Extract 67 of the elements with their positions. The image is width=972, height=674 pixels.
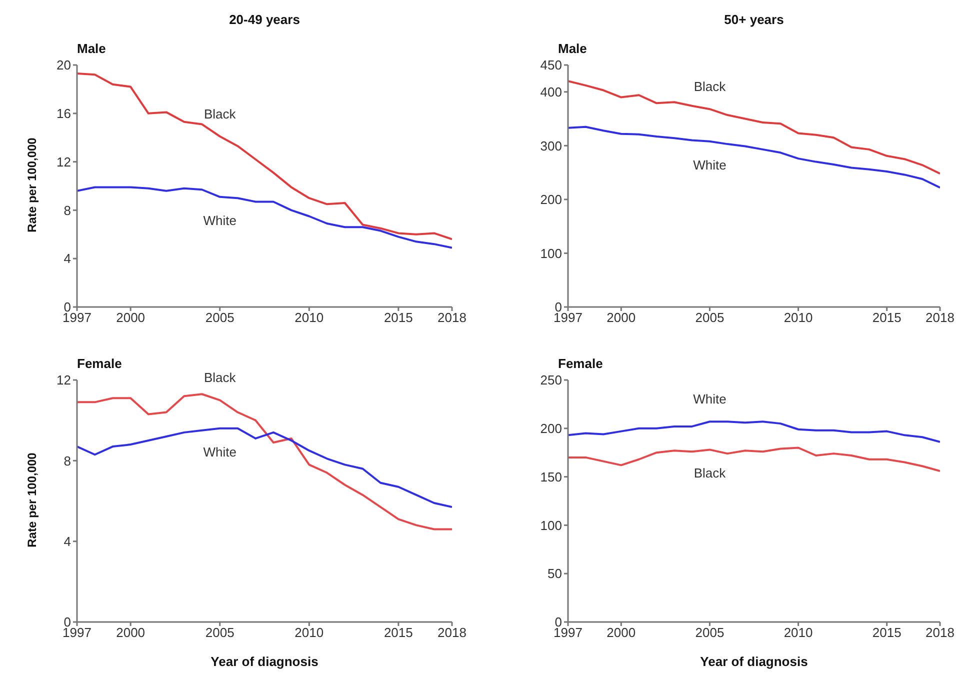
series-label: Black <box>694 466 726 481</box>
x-tick-label: 2015 <box>872 625 902 640</box>
x-tick-label: 2000 <box>116 310 146 326</box>
y-tick-label: 4 <box>64 251 71 266</box>
y-tick-label: 12 <box>56 372 71 388</box>
x-tick-label: 2000 <box>116 625 146 640</box>
line-series <box>568 80 940 175</box>
line-series <box>77 393 452 530</box>
chart-subtitle: Male <box>558 41 587 56</box>
x-tick-label: 2015 <box>872 310 902 326</box>
line-series <box>77 72 452 240</box>
line-series <box>77 427 452 508</box>
x-tick-label: 2018 <box>438 310 466 326</box>
x-tick-label: 2000 <box>606 625 636 640</box>
y-tick-label: 100 <box>540 246 562 261</box>
y-tick-label: 150 <box>540 469 562 484</box>
x-tick-label: 2018 <box>926 310 954 326</box>
series-label: White <box>693 392 726 407</box>
y-tick-label: 16 <box>56 106 71 122</box>
x-tick-label: 2005 <box>695 625 724 640</box>
x-tick-label: 2010 <box>784 625 813 640</box>
x-tick-label: 1997 <box>62 625 92 640</box>
series-label: Black <box>204 106 236 122</box>
x-tick-label: 2018 <box>438 625 466 640</box>
series-label: Black <box>204 370 236 386</box>
y-tick-label: 200 <box>540 421 562 436</box>
x-tick-label: 2010 <box>784 310 813 326</box>
x-tick-label: 1997 <box>554 310 582 326</box>
x-tick-label: 2005 <box>205 625 234 640</box>
y-axis-title: Rate per 100,000 <box>25 138 39 232</box>
y-tick-label: 450 <box>540 58 562 73</box>
chart-title: 50+ years <box>723 12 785 27</box>
x-tick-label: 2005 <box>205 310 234 326</box>
x-tick-label: 2018 <box>926 625 954 640</box>
chart-subtitle: Male <box>77 41 106 56</box>
y-tick-label: 4 <box>64 534 71 549</box>
x-tick-label: 2005 <box>695 310 724 326</box>
chart-subtitle: Female <box>558 356 603 371</box>
x-axis-title: Year of diagnosis <box>210 654 320 669</box>
y-tick-label: 20 <box>56 58 71 73</box>
chart-subtitle: Female <box>77 356 122 371</box>
series-label: White <box>693 157 726 172</box>
series-label: Black <box>694 79 726 94</box>
x-tick-label: 2000 <box>606 310 636 326</box>
y-tick-label: 200 <box>540 192 562 208</box>
x-tick-label: 1997 <box>62 310 92 326</box>
y-tick-label: 8 <box>64 453 71 468</box>
y-axis-title: Rate per 100,000 <box>25 452 39 548</box>
y-tick-label: 300 <box>540 138 562 154</box>
y-tick-label: 100 <box>540 518 562 533</box>
y-tick-label: 50 <box>548 566 562 582</box>
x-tick-label: 2015 <box>384 625 413 640</box>
series-label: White <box>203 212 236 228</box>
line-series <box>568 126 940 189</box>
x-tick-label: 2010 <box>294 310 324 326</box>
x-tick-label: 1997 <box>554 625 582 640</box>
line-series <box>568 420 940 443</box>
y-tick-label: 250 <box>540 372 562 388</box>
y-tick-label: 400 <box>540 84 562 100</box>
x-axis-title: Year of diagnosis <box>699 654 809 669</box>
x-tick-label: 2015 <box>384 310 413 326</box>
y-tick-label: 12 <box>56 154 71 170</box>
chart-title: 20-49 years <box>228 12 301 27</box>
line-series <box>77 186 452 249</box>
series-label: White <box>203 444 236 460</box>
x-tick-label: 2010 <box>294 625 324 640</box>
y-tick-label: 8 <box>64 202 71 218</box>
